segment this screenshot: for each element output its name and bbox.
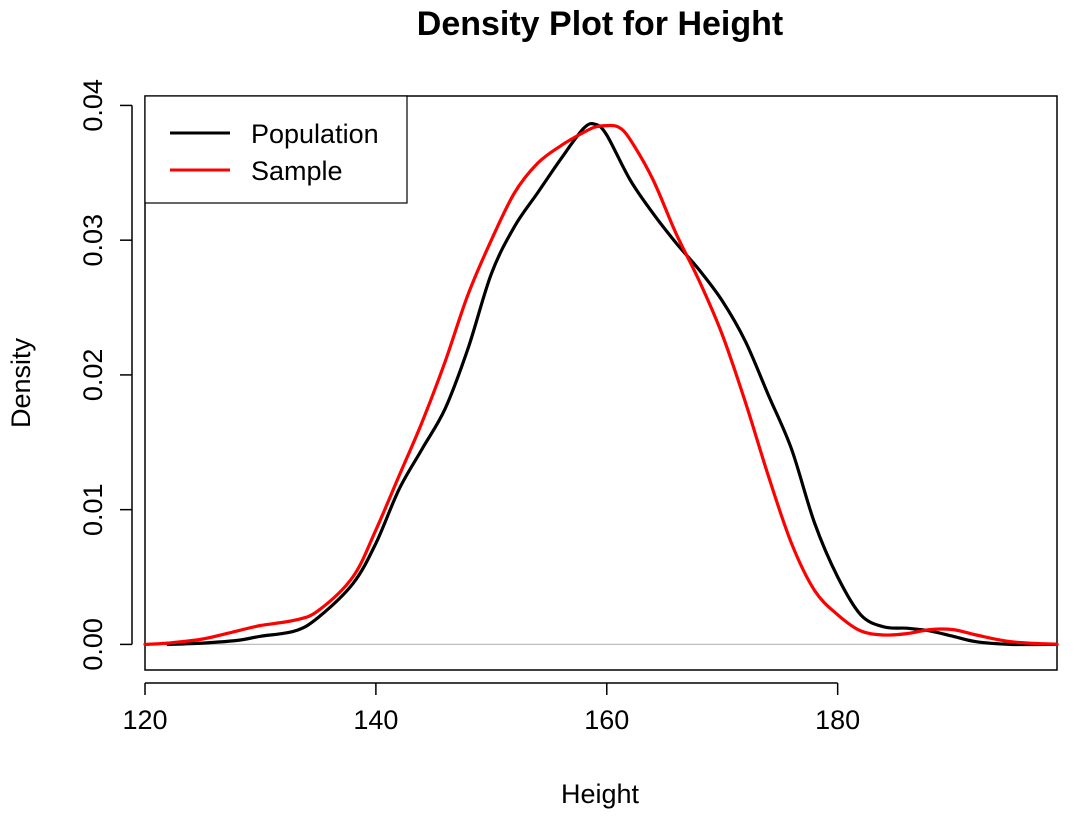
plot-frame [144,95,1058,671]
legend: Population Sample [144,95,408,204]
y-axis-title: Density [6,337,36,428]
x-tick-label: 120 [122,705,167,735]
x-tick-label: 140 [353,705,398,735]
y-tick-label: 0.02 [78,349,108,402]
y-axis: 0.00 0.01 0.02 0.03 0.04 [78,79,133,671]
series-layer [143,121,1059,647]
series-line-sample [143,123,1059,646]
series-line-population [166,121,1059,647]
y-tick-label: 0.03 [78,214,108,267]
x-tick-label: 160 [584,705,629,735]
legend-label-sample: Sample [251,156,343,186]
y-tick-label: 0.01 [78,483,108,536]
y-tick-label: 0.00 [78,618,108,671]
x-tick-label: 180 [815,705,860,735]
chart-title: Density Plot for Height [417,5,783,43]
x-axis: 120 140 160 180 [122,682,860,735]
x-axis-title: Height [561,779,640,809]
legend-box [144,95,408,204]
legend-label-population: Population [251,119,379,149]
y-tick-label: 0.04 [78,79,108,132]
